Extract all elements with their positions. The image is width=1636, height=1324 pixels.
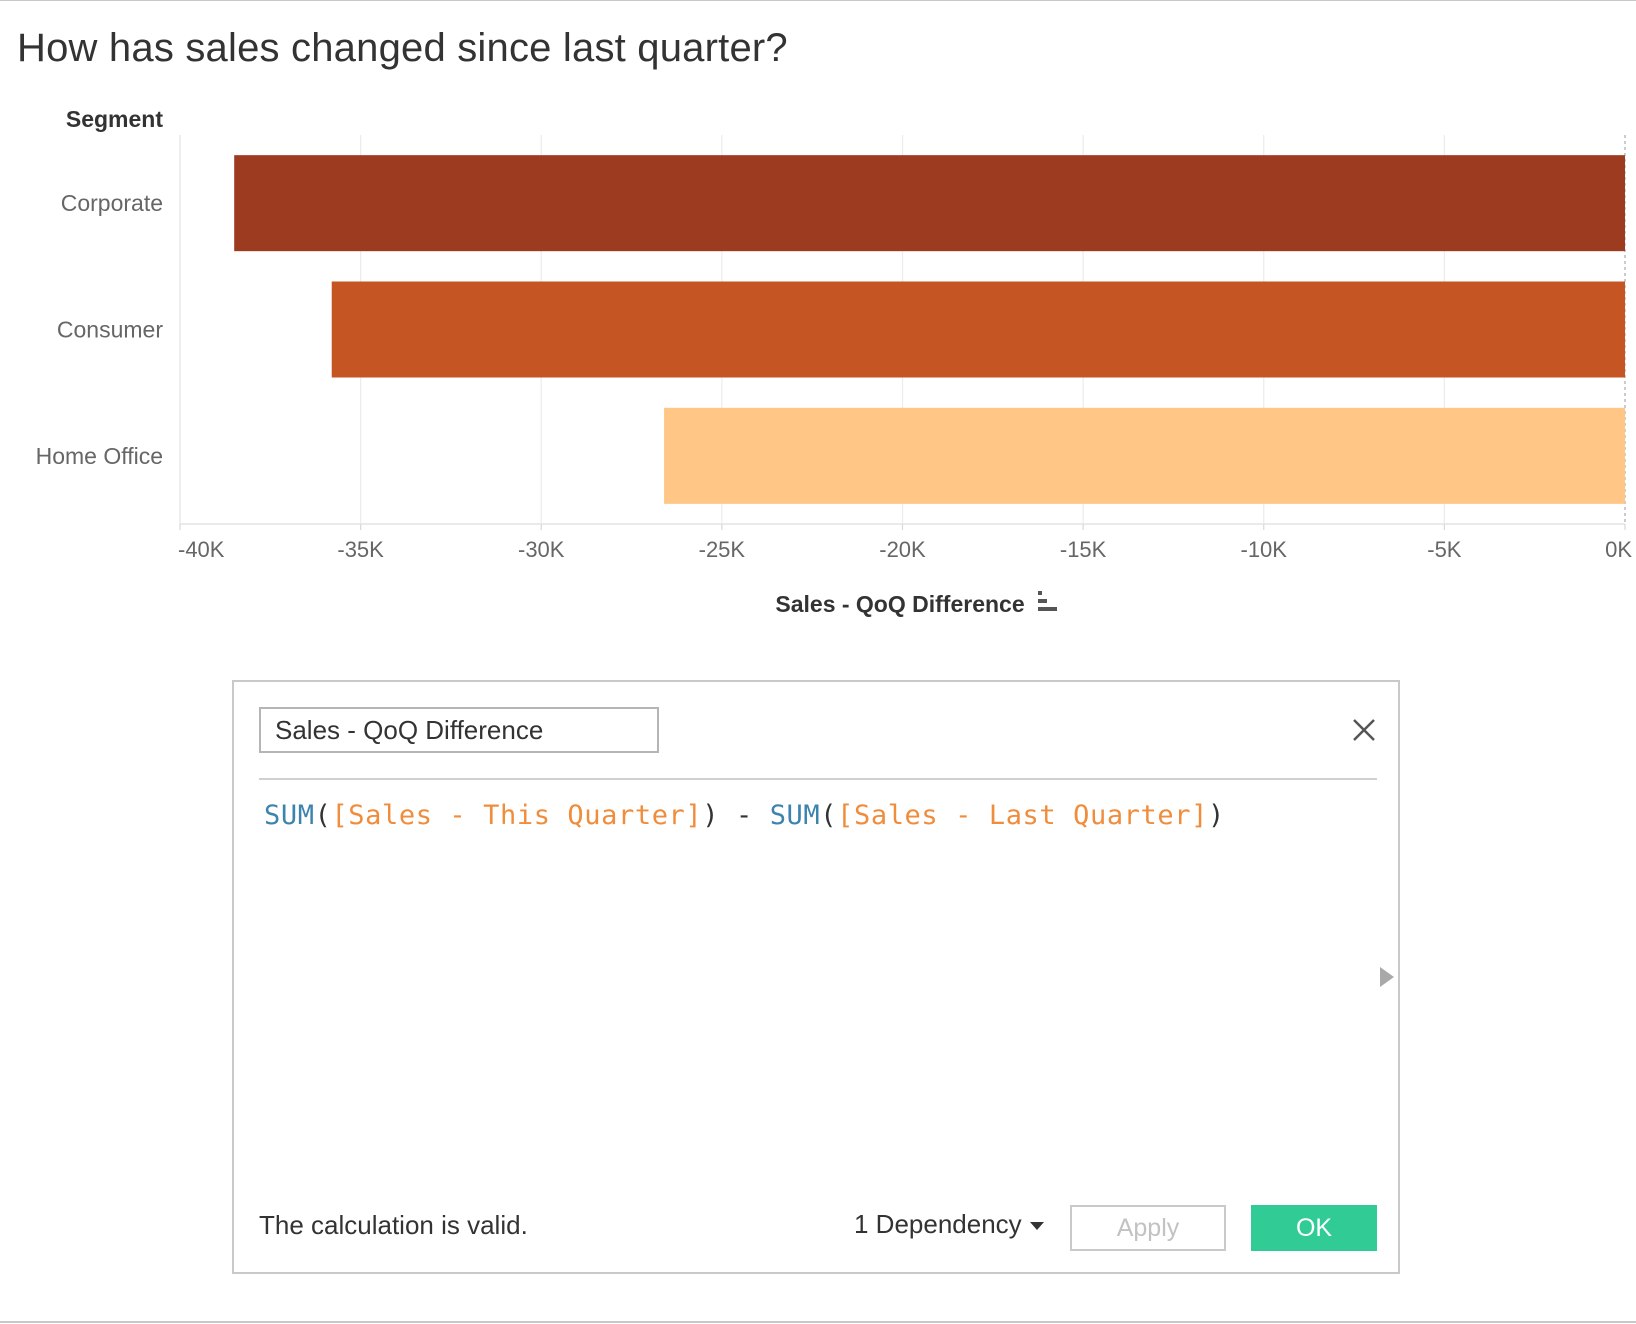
x-tick-label: -40K bbox=[178, 537, 225, 562]
category-label: Home Office bbox=[36, 443, 163, 469]
bar-home-office[interactable] bbox=[664, 407, 1625, 504]
x-axis-title: Sales - QoQ Difference bbox=[775, 591, 1024, 617]
x-axis-ticks: -40K -35K -30K -25K -20K -15K -10K -5K 0K bbox=[178, 524, 1632, 562]
x-tick-label: -35K bbox=[337, 537, 384, 562]
page-title: How has sales changed since last quarter… bbox=[17, 26, 788, 70]
calculation-dialog: SUM([Sales - This Quarter]) - SUM([Sales… bbox=[232, 680, 1400, 1274]
x-tick-label: -20K bbox=[879, 537, 926, 562]
x-tick-label: -15K bbox=[1060, 537, 1107, 562]
caret-down-icon bbox=[1029, 1222, 1044, 1231]
ok-button[interactable]: OK bbox=[1251, 1205, 1377, 1251]
dependency-label: 1 Dependency bbox=[854, 1209, 1022, 1239]
bar-consumer[interactable] bbox=[331, 281, 1626, 378]
close-icon[interactable] bbox=[1346, 712, 1382, 748]
category-label: Corporate bbox=[61, 190, 163, 216]
function-sum: SUM bbox=[264, 800, 315, 831]
bars bbox=[234, 155, 1626, 504]
close-paren: ) bbox=[702, 800, 720, 831]
x-tick-label: -25K bbox=[699, 537, 746, 562]
x-tick-label: -30K bbox=[518, 537, 565, 562]
operator-minus: - bbox=[719, 800, 770, 831]
category-labels: Corporate Consumer Home Office bbox=[36, 190, 164, 469]
row-header: Segment bbox=[66, 106, 163, 132]
field-reference: [Sales - Last Quarter] bbox=[837, 800, 1208, 831]
x-tick-label: -10K bbox=[1241, 537, 1288, 562]
bar-chart: Corporate Consumer Home Office -40K -35K -30… bbox=[36, 106, 1633, 617]
top-border bbox=[0, 0, 1636, 1]
open-paren: ( bbox=[314, 800, 332, 831]
bottom-border bbox=[0, 1321, 1636, 1323]
dialog-divider bbox=[259, 778, 1377, 780]
field-reference: [Sales - This Quarter] bbox=[331, 800, 703, 831]
x-tick-label: 0K bbox=[1605, 537, 1632, 562]
dependency-dropdown[interactable]: 1 Dependency bbox=[854, 1209, 1044, 1240]
open-paren: ( bbox=[820, 800, 838, 831]
validation-status: The calculation is valid. bbox=[259, 1210, 528, 1240]
formula-editor[interactable]: SUM([Sales - This Quarter]) - SUM([Sales… bbox=[264, 800, 1225, 831]
category-label: Consumer bbox=[57, 317, 163, 343]
calculation-name-input[interactable] bbox=[259, 707, 659, 753]
sort-icon[interactable] bbox=[1038, 591, 1057, 611]
expand-panel-arrow-icon[interactable] bbox=[1380, 967, 1394, 987]
apply-button[interactable]: Apply bbox=[1070, 1205, 1226, 1251]
close-paren: ) bbox=[1207, 800, 1225, 831]
function-sum: SUM bbox=[769, 800, 821, 831]
x-tick-label: -5K bbox=[1427, 537, 1462, 562]
bar-corporate[interactable] bbox=[234, 155, 1625, 252]
